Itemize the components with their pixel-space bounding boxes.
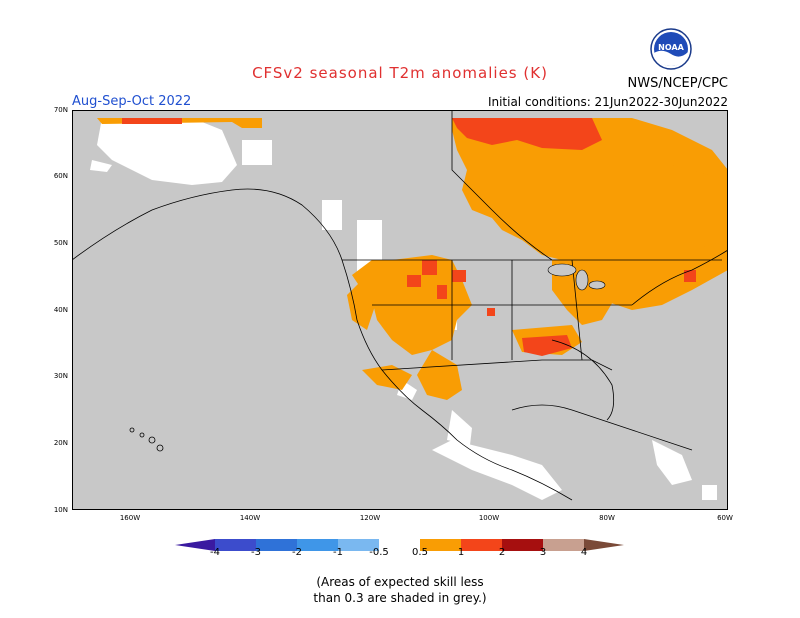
colorbar-tick-label: 4	[580, 547, 588, 558]
colorbar-tick-label: -4	[210, 547, 220, 558]
colorbar-swatch	[543, 539, 584, 551]
colorbar-tick-label: -3	[251, 547, 261, 558]
agency-label: NWS/NCEP/CPC	[627, 76, 728, 91]
coastlines	[71, 110, 729, 501]
colorbar-swatch	[379, 539, 420, 551]
skill-note-line1: (Areas of expected skill less	[316, 575, 484, 589]
colorbar-swatch	[420, 539, 461, 551]
colorbar-swatch	[461, 539, 502, 551]
colorbar	[175, 536, 625, 551]
anomaly-1-to-2	[122, 118, 696, 356]
map-title: CFSv2 seasonal T2m anomalies (K)	[252, 64, 548, 82]
anomaly-map	[71, 110, 729, 510]
colorbar-tick-label: -0.5	[369, 547, 389, 558]
colorbar-tick-label: -1	[333, 547, 343, 558]
colorbar-tick-label: 2	[498, 547, 506, 558]
colorbar-swatch	[256, 539, 297, 551]
great-lakes	[547, 263, 606, 291]
lon-label-80w: 80W	[599, 514, 615, 522]
lon-label-120w: 120W	[359, 514, 381, 522]
colorbar-swatch	[338, 539, 379, 551]
colorbar-tick-label: 0.5	[412, 547, 428, 558]
season-label: Aug-Sep-Oct 2022	[72, 94, 192, 109]
colorbar-swatch	[215, 539, 256, 551]
lat-label-70n: 70N	[53, 106, 68, 114]
noaa-logo: NOAA	[650, 28, 692, 70]
map-frame	[72, 110, 728, 510]
colorbar-tick-label: 1	[457, 547, 465, 558]
lat-label-30n: 30N	[53, 372, 68, 380]
lat-label-10n: 10N	[53, 506, 68, 514]
colorbar-arrow-left	[175, 539, 215, 551]
colorbar-swatch	[502, 539, 543, 551]
skill-note-line2: than 0.3 are shaded in grey.)	[313, 591, 487, 605]
colorbar-svg	[175, 539, 624, 551]
colorbar-arrow-right	[584, 539, 624, 551]
skill-note: (Areas of expected skill less than 0.3 a…	[0, 574, 800, 606]
lon-label-160w: 160W	[119, 514, 141, 522]
lat-label-50n: 50N	[53, 239, 68, 247]
lon-label-140w: 140W	[239, 514, 261, 522]
map-svg	[71, 110, 729, 510]
lat-label-40n: 40N	[53, 306, 68, 314]
colorbar-tick-label: -2	[292, 547, 302, 558]
initial-conditions-label: Initial conditions: 21Jun2022-30Jun2022	[487, 95, 728, 109]
lon-label-60w: 60W	[717, 514, 733, 522]
lat-label-60n: 60N	[53, 172, 68, 180]
colorbar-swatch	[297, 539, 338, 551]
hawaii-islands	[129, 427, 164, 452]
logo-text: NOAA	[658, 43, 684, 52]
lon-label-100w: 100W	[478, 514, 500, 522]
lat-label-20n: 20N	[53, 439, 68, 447]
colorbar-tick-label: 3	[539, 547, 547, 558]
